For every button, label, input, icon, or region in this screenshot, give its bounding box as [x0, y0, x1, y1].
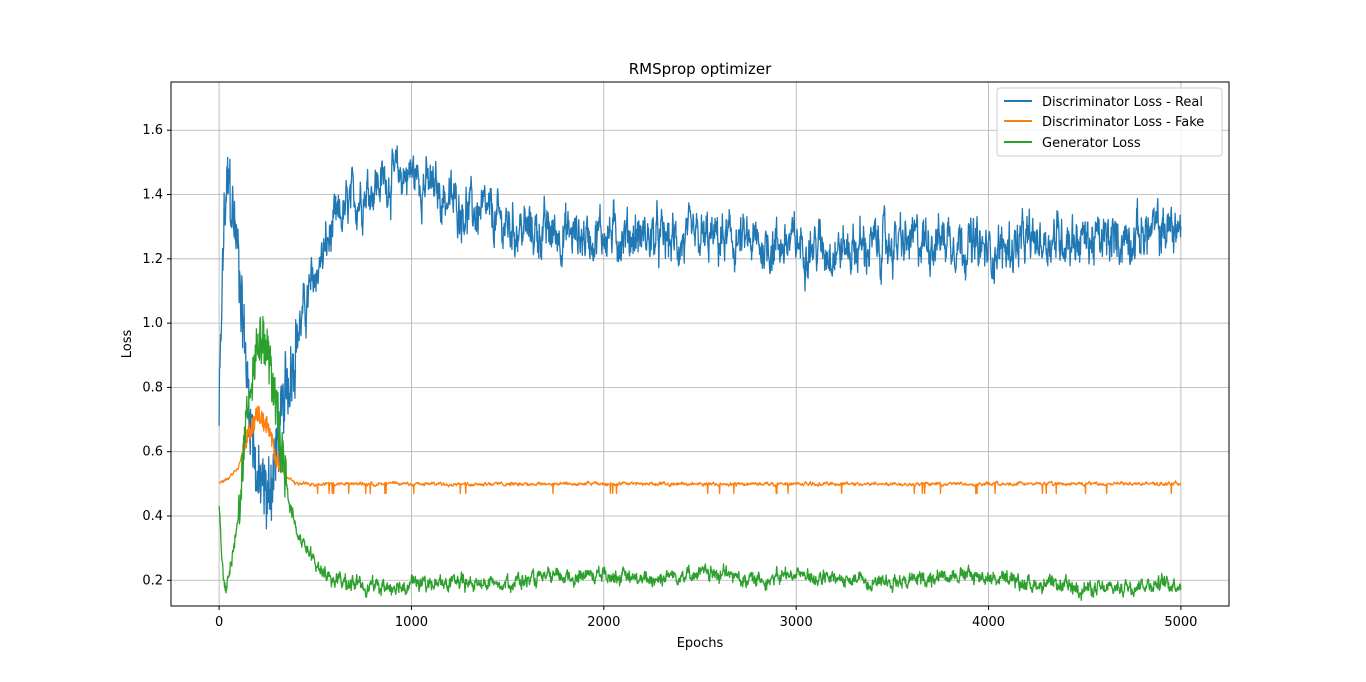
x-tick-label: 0: [215, 615, 223, 630]
legend-label-discriminator-fake: Discriminator Loss - Fake: [1042, 115, 1204, 130]
x-tick-label: 3000: [780, 615, 813, 630]
legend-box: [996, 87, 1223, 157]
tick-layer: 0 1000 2000 3000 4000 5000 0.2 0.4 0.6 0.8 1.0 1.2 1…: [142, 123, 1197, 630]
chart-title: RMSprop optimizer: [629, 60, 772, 78]
y-tick-label: 0.8: [142, 380, 163, 395]
legend: Discriminator Loss - Real Discriminator …: [996, 87, 1223, 157]
y-tick-label: 0.4: [142, 509, 163, 524]
x-tick-label: 5000: [1164, 615, 1197, 630]
series-line-discriminator-real: [218, 145, 1182, 530]
x-tick-label: 1000: [395, 615, 428, 630]
legend-label-generator: Generator Loss: [1042, 136, 1141, 151]
series-layer: [218, 145, 1182, 601]
plot-frame: [170, 81, 1230, 607]
y-tick-label: 1.4: [142, 188, 163, 203]
y-tick-label: 1.2: [142, 252, 163, 267]
x-tick-label: 2000: [587, 615, 620, 630]
series-line-generator: [218, 315, 1182, 601]
y-axis-label: Loss: [120, 330, 135, 359]
y-tick-label: 0.2: [142, 573, 163, 588]
x-axis-label: Epochs: [677, 636, 724, 651]
y-tick-label: 0.6: [142, 445, 163, 460]
y-tick-label: 1.0: [142, 316, 163, 331]
legend-label-discriminator-real: Discriminator Loss - Real: [1042, 95, 1203, 110]
y-tick-label: 1.6: [142, 123, 163, 138]
x-tick-label: 4000: [972, 615, 1005, 630]
series-line-discriminator-fake: [218, 405, 1182, 495]
